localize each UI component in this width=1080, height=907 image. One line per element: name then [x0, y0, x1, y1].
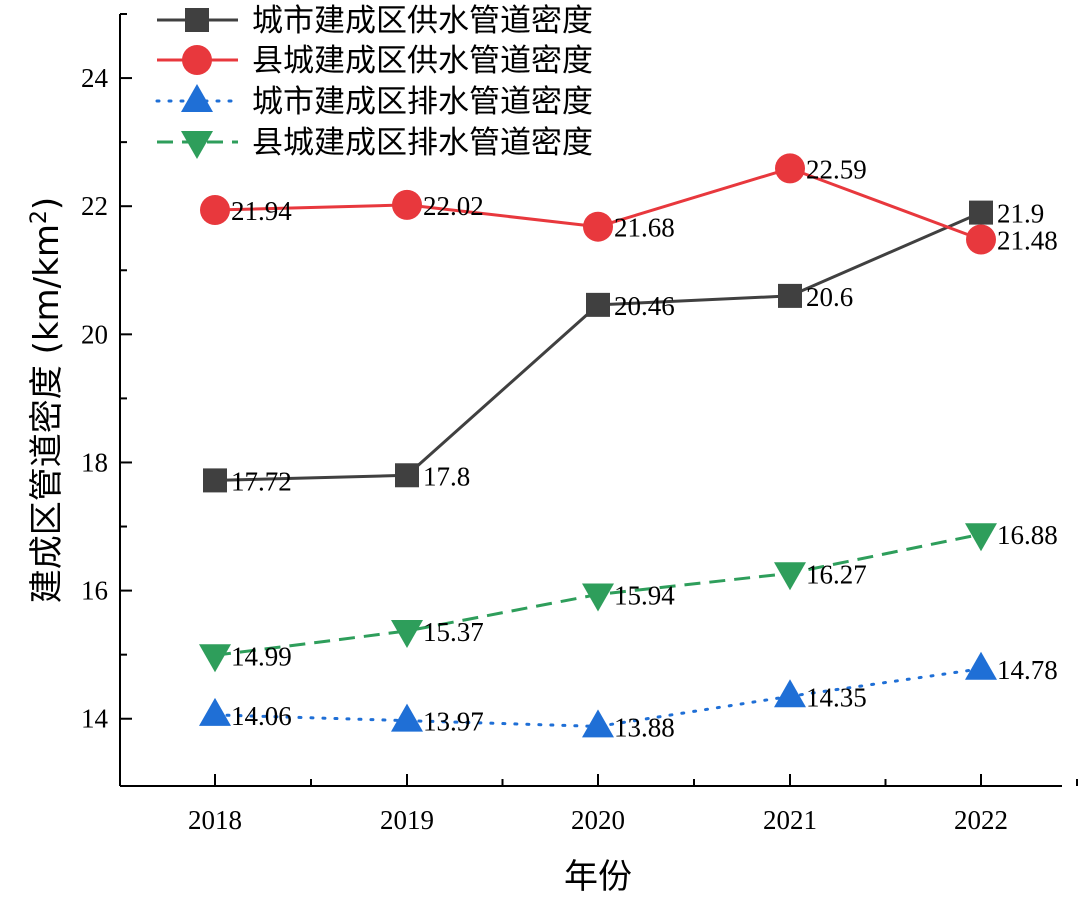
data-point [582, 583, 614, 612]
series-1 [200, 153, 996, 255]
data-label: 14.99 [231, 641, 292, 671]
data-point [583, 211, 613, 242]
legend-item-2: 城市建成区排水管道密度 [155, 84, 593, 120]
data-point [199, 697, 231, 726]
y-axis-title-close: ) [27, 197, 67, 210]
data-point [775, 153, 805, 184]
data-label: 17.72 [231, 466, 292, 496]
x-tick-label: 2018 [188, 805, 242, 835]
data-point [778, 283, 802, 308]
data-point [774, 562, 806, 591]
data-labels: 17.72 17.8 20.46 20.6 21.9 21.94 22.02 21.68 22.… [231, 154, 1058, 742]
legend-marker [185, 8, 209, 32]
data-label: 15.94 [614, 580, 675, 610]
legend-item-0: 城市建成区供水管道密度 [157, 3, 593, 39]
y-axis-title-sup: 2 [27, 210, 52, 224]
data-point [966, 224, 996, 255]
data-label: 15.37 [423, 617, 484, 647]
data-label: 20.6 [806, 282, 853, 312]
y-axis-title-main: 建成区管道密度 (km/km [27, 224, 67, 603]
data-point [965, 523, 997, 552]
series-0 [203, 200, 993, 493]
data-label: 16.88 [997, 520, 1058, 550]
series-2 [199, 651, 997, 738]
data-label: 17.8 [423, 461, 470, 491]
legend-marker [181, 84, 213, 112]
series-line [214, 211, 982, 482]
series-layer [199, 153, 997, 738]
data-point [392, 189, 422, 220]
data-label: 14.78 [997, 655, 1058, 685]
data-label: 13.88 [614, 712, 675, 742]
y-tick-label: 22 [81, 191, 108, 221]
data-point [965, 651, 997, 680]
data-point [586, 292, 610, 317]
data-label: 13.97 [423, 707, 484, 737]
data-label: 21.48 [997, 226, 1058, 256]
data-label: 21.68 [614, 213, 675, 243]
legend-label: 县城建成区排水管道密度 [252, 125, 593, 161]
x-tick-label: 2019 [380, 805, 434, 835]
y-tick-label: 18 [81, 447, 108, 477]
data-point [582, 709, 614, 738]
data-point [199, 644, 231, 673]
data-point [774, 679, 806, 708]
legend-label: 城市建成区供水管道密度 [252, 3, 593, 39]
y-tick-label: 14 [81, 704, 109, 734]
data-point [200, 195, 230, 226]
y-tick-label: 20 [81, 319, 108, 349]
data-point [391, 703, 423, 732]
legend-item-1: 县城建成区供水管道密度 [157, 43, 593, 79]
legend-marker [181, 131, 213, 159]
y-tick-label: 24 [81, 63, 109, 93]
x-axis-title: 年份 [564, 857, 632, 897]
data-point [969, 200, 993, 225]
data-label: 21.94 [231, 196, 292, 226]
x-tick-label: 2022 [954, 805, 1008, 835]
data-label: 20.46 [614, 291, 675, 321]
y-tick-label: 16 [81, 576, 108, 606]
y-axis-title: 建成区管道密度 (km/km2) [27, 197, 68, 603]
legend-marker [182, 45, 212, 75]
legend-label: 城市建成区排水管道密度 [252, 84, 593, 120]
x-tick-label: 2021 [763, 805, 817, 835]
series-3 [199, 523, 997, 673]
data-point [203, 468, 227, 493]
legend-item-3: 县城建成区排水管道密度 [157, 125, 593, 161]
data-label: 14.35 [806, 682, 867, 712]
data-label: 22.02 [423, 191, 484, 221]
legend: 城市建成区供水管道密度县城建成区供水管道密度城市建成区排水管道密度县城建成区排水… [155, 3, 593, 161]
data-label: 16.27 [806, 559, 867, 589]
data-label: 22.59 [806, 154, 867, 184]
data-label: 14.06 [231, 701, 292, 731]
data-label: 21.9 [997, 199, 1044, 229]
data-point [395, 463, 419, 488]
legend-label: 县城建成区供水管道密度 [252, 43, 593, 79]
x-tick-label: 2020 [571, 805, 625, 835]
data-point [391, 619, 423, 648]
